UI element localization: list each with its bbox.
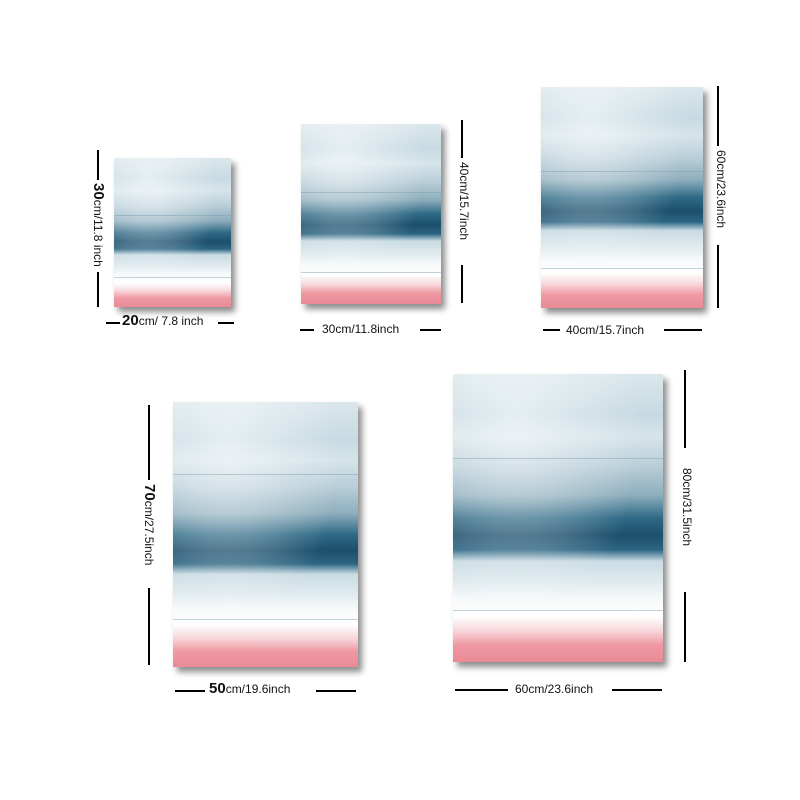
- width-label-20x30: 20cm/ 7.8 inch: [122, 312, 204, 329]
- height-dimension-line-bottom: [97, 272, 99, 307]
- height-dimension-line-bottom: [684, 592, 686, 662]
- width-dimension-line-left: [300, 329, 314, 331]
- height-dimension-line-bottom: [717, 245, 719, 308]
- width-dimension-line-left: [106, 322, 120, 324]
- width-label-40x60: 40cm/15.7inch: [566, 323, 645, 337]
- height-dimension-line-top: [461, 120, 463, 158]
- width-dimension-line-right: [420, 329, 441, 331]
- width-dimension-line-right: [612, 689, 662, 691]
- width-dimension-line-right: [664, 329, 702, 331]
- canvas-print-30x40: [301, 124, 441, 304]
- height-label-50x70: 70cm/27.5inch: [141, 484, 158, 566]
- height-label-60x80: 80cm/31.5inch: [680, 468, 694, 547]
- width-dimension-line-right: [218, 322, 234, 324]
- width-label-60x80: 60cm/23.6inch: [515, 682, 594, 696]
- height-label-30x40: 40cm/15.7inch: [457, 162, 471, 241]
- width-dimension-line-left: [543, 329, 560, 331]
- width-dimension-line-right: [316, 690, 356, 692]
- height-label-40x60: 60cm/23.6inch: [714, 150, 728, 229]
- width-label-50x70: 50cm/19.6inch: [209, 680, 291, 697]
- canvas-print-50x70: [173, 402, 358, 667]
- canvas-print-20x30: [114, 158, 231, 307]
- canvas-print-60x80: [453, 374, 663, 662]
- width-label-30x40: 30cm/11.8inch: [322, 322, 400, 336]
- canvas-print-40x60: [541, 87, 703, 308]
- height-dimension-line-top: [97, 150, 99, 180]
- height-dimension-line-top: [684, 370, 686, 448]
- height-dimension-line-top: [148, 405, 150, 480]
- height-dimension-line-bottom: [461, 265, 463, 303]
- height-label-20x30: 30cm/11.8 inch: [90, 183, 107, 267]
- width-dimension-line-left: [455, 689, 508, 691]
- height-dimension-line-top: [717, 86, 719, 146]
- height-dimension-line-bottom: [148, 588, 150, 665]
- width-dimension-line-left: [175, 690, 205, 692]
